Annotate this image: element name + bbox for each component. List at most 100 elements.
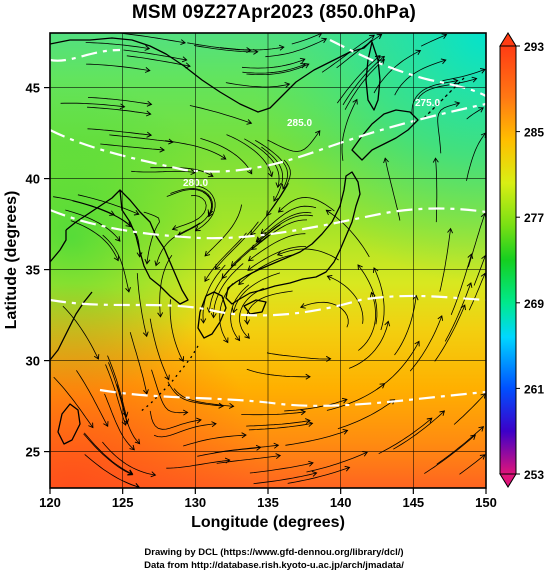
streamline-arrow	[300, 62, 306, 69]
colorbar-tick-label: 293	[524, 40, 544, 54]
streamline-arrow	[204, 250, 211, 257]
streamline	[100, 143, 165, 151]
streamline-arrow	[305, 418, 311, 425]
streamline-arrow	[200, 318, 207, 324]
streamline	[246, 420, 310, 427]
streamline-arrow	[439, 410, 446, 416]
streamline-arrow	[412, 294, 419, 301]
streamline	[246, 368, 311, 378]
streamline-arrow	[440, 58, 447, 65]
streamline-arrow	[299, 303, 306, 309]
streamline-arrow	[266, 210, 272, 217]
streamline	[87, 106, 151, 115]
x-tick-label: 140	[330, 495, 352, 510]
streamline	[220, 46, 284, 51]
streamline	[265, 38, 327, 58]
streamline-arrow	[214, 263, 221, 270]
streamline	[107, 355, 127, 417]
streamline-arrow	[369, 291, 376, 298]
streamline	[104, 393, 135, 451]
streamline	[377, 341, 420, 390]
streamline-arrow	[207, 211, 214, 218]
streamline-arrow	[383, 157, 389, 164]
streamline-arrow	[144, 45, 151, 51]
y-tick-label: 40	[26, 172, 40, 187]
streamline	[155, 222, 201, 266]
streamline	[169, 299, 184, 362]
streamline	[326, 383, 385, 411]
streamline-arrow	[311, 470, 318, 477]
streamline-arrow	[478, 107, 484, 113]
streamline	[468, 273, 486, 311]
streamline-arrow	[305, 373, 311, 380]
streamline	[248, 422, 313, 431]
streamline-arrow	[384, 320, 391, 327]
streamline-arrow	[275, 182, 282, 189]
streamline-arrow	[478, 426, 485, 432]
streamline	[450, 253, 472, 315]
streamline	[126, 55, 191, 67]
streamline	[166, 459, 230, 469]
streamline-arrow	[185, 62, 191, 69]
streamline	[344, 59, 385, 110]
streamline	[102, 234, 130, 292]
streamline	[121, 33, 186, 44]
streamline-arrow	[220, 154, 227, 160]
streamline	[233, 272, 281, 313]
streamline	[108, 362, 128, 424]
streamline	[393, 410, 445, 450]
streamline	[435, 158, 438, 223]
streamline-arrow	[284, 81, 291, 88]
streamline	[442, 69, 486, 82]
streamline	[230, 284, 250, 341]
streamline	[149, 410, 202, 430]
streamline	[194, 45, 258, 53]
streamline-arrow	[134, 438, 141, 445]
streamline-arrow	[146, 131, 153, 138]
streamline	[231, 224, 281, 267]
x-tick-label: 135	[257, 495, 279, 510]
streamline-arrow	[414, 340, 420, 347]
streamline-arrow	[426, 417, 433, 424]
streamline	[167, 381, 224, 407]
streamline	[246, 290, 293, 325]
streamline	[62, 305, 99, 360]
streamline-arrow	[344, 465, 351, 472]
streamline	[213, 263, 244, 318]
streamline-arrow	[452, 78, 459, 85]
streamline-arrow	[144, 67, 151, 73]
streamline-arrow	[466, 282, 473, 288]
streamline-arrow	[460, 304, 466, 311]
streamline	[266, 159, 291, 216]
contour-label: 285.0	[287, 118, 312, 129]
streamline	[83, 432, 133, 475]
streamline	[348, 321, 389, 369]
streamline	[466, 107, 484, 120]
streamline	[76, 370, 109, 427]
streamline-arrow	[267, 171, 274, 178]
streamline	[358, 292, 377, 351]
streamline	[87, 97, 152, 105]
streamline-arrow	[342, 428, 349, 435]
streamline-arrow	[196, 417, 202, 424]
streamline	[249, 462, 314, 474]
streamline	[417, 78, 477, 100]
streamline-arrow	[454, 101, 461, 107]
streamline	[341, 99, 358, 161]
streamline	[336, 34, 382, 69]
streamline-arrow	[437, 315, 444, 321]
streamline-arrow	[231, 307, 238, 314]
streamline-arrow	[230, 261, 237, 267]
streamline-arrow	[88, 422, 94, 429]
streamline	[336, 55, 381, 104]
streamline-arrow	[357, 264, 363, 270]
streamline	[84, 454, 140, 488]
y-tick-label: 45	[26, 81, 40, 96]
y-axis-ticks: 25 30 35 40 45	[26, 81, 50, 460]
streamline-arrow	[247, 255, 254, 262]
streamline-arrow	[103, 421, 109, 427]
streamline-arrow	[238, 279, 244, 286]
streamline	[131, 170, 196, 173]
streamline-arrow	[244, 333, 250, 339]
streamline-arrow	[125, 287, 131, 293]
